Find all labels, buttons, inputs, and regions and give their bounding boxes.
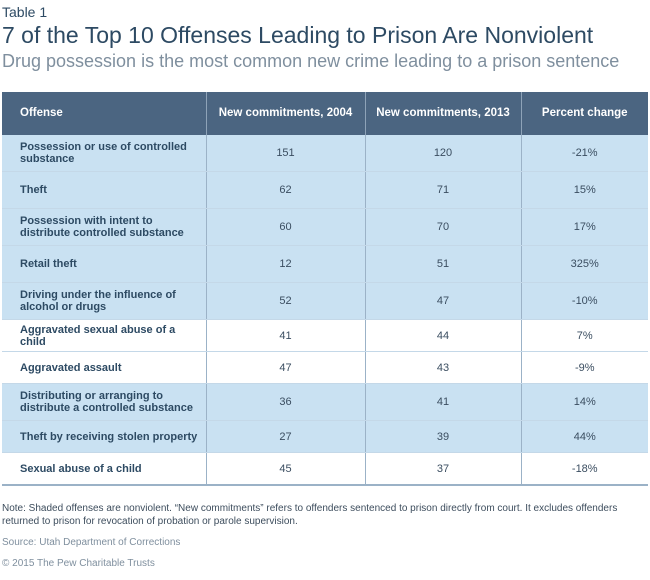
source-line: Source: Utah Department of Corrections (2, 537, 181, 548)
header-percent-change: Percent change (521, 92, 648, 135)
header-commitments-2013: New commitments, 2013 (365, 92, 522, 135)
percent-change-cell: -18% (521, 452, 648, 486)
percent-change-cell: -21% (521, 135, 648, 172)
table-row: Aggravated sexual abuse of a child 41 44… (2, 319, 648, 352)
percent-change-cell: -9% (521, 351, 648, 384)
commitments-2004-cell: 52 (206, 282, 366, 320)
offense-cell: Driving under the influence of alcohol o… (2, 282, 207, 320)
commitments-2004-cell: 60 (206, 208, 366, 246)
commitments-2013-cell: 120 (365, 135, 522, 172)
header-commitments-2004: New commitments, 2004 (206, 92, 366, 135)
table-header: Offense New commitments, 2004 New commit… (2, 92, 648, 135)
header-row: Offense New commitments, 2004 New commit… (2, 92, 648, 135)
table-body: Possession or use of controlled substanc… (2, 135, 648, 486)
offense-cell: Possession with intent to distribute con… (2, 208, 207, 246)
commitments-2013-cell: 44 (365, 319, 522, 352)
table-row: Theft by receiving stolen property 27 39… (2, 420, 648, 453)
percent-change-cell: 15% (521, 171, 648, 209)
offense-cell: Distributing or arranging to distribute … (2, 383, 207, 421)
table-row: Retail theft 12 51 325% (2, 245, 648, 283)
commitments-2004-cell: 41 (206, 319, 366, 352)
commitments-2004-cell: 151 (206, 135, 366, 172)
commitments-2013-cell: 39 (365, 420, 522, 453)
table-row: Theft 62 71 15% (2, 171, 648, 209)
offense-cell: Retail theft (2, 245, 207, 283)
page-title: 7 of the Top 10 Offenses Leading to Pris… (2, 22, 594, 48)
offense-cell: Sexual abuse of a child (2, 452, 207, 486)
table-row: Distributing or arranging to distribute … (2, 383, 648, 421)
table-row: Driving under the influence of alcohol o… (2, 282, 648, 320)
percent-change-cell: -10% (521, 282, 648, 320)
commitments-2004-cell: 12 (206, 245, 366, 283)
copyright-line: © 2015 The Pew Charitable Trusts (2, 558, 155, 569)
commitments-2004-cell: 62 (206, 171, 366, 209)
offenses-table: Offense New commitments, 2004 New commit… (2, 92, 648, 486)
commitments-2004-cell: 27 (206, 420, 366, 453)
offense-cell: Aggravated assault (2, 351, 207, 384)
commitments-2013-cell: 43 (365, 351, 522, 384)
commitments-2004-cell: 45 (206, 452, 366, 486)
table-row: Aggravated assault 47 43 -9% (2, 351, 648, 384)
commitments-2013-cell: 70 (365, 208, 522, 246)
table-label: Table 1 (2, 4, 48, 20)
commitments-2004-cell: 47 (206, 351, 366, 384)
percent-change-cell: 7% (521, 319, 648, 352)
table-row: Possession with intent to distribute con… (2, 208, 648, 246)
page-subtitle: Drug possession is the most common new c… (2, 51, 620, 71)
commitments-2004-cell: 36 (206, 383, 366, 421)
offense-cell: Aggravated sexual abuse of a child (2, 319, 207, 352)
commitments-2013-cell: 41 (365, 383, 522, 421)
header-offense: Offense (2, 92, 207, 135)
percent-change-cell: 14% (521, 383, 648, 421)
table-row: Sexual abuse of a child 45 37 -18% (2, 452, 648, 486)
commitments-2013-cell: 37 (365, 452, 522, 486)
offense-cell: Theft (2, 171, 207, 209)
percent-change-cell: 44% (521, 420, 648, 453)
percent-change-cell: 325% (521, 245, 648, 283)
table-row: Possession or use of controlled substanc… (2, 135, 648, 172)
offense-cell: Theft by receiving stolen property (2, 420, 207, 453)
commitments-2013-cell: 47 (365, 282, 522, 320)
commitments-2013-cell: 51 (365, 245, 522, 283)
table-note: Note: Shaded offenses are nonviolent. “N… (2, 503, 618, 527)
commitments-2013-cell: 71 (365, 171, 522, 209)
offense-cell: Possession or use of controlled substanc… (2, 135, 207, 172)
percent-change-cell: 17% (521, 208, 648, 246)
